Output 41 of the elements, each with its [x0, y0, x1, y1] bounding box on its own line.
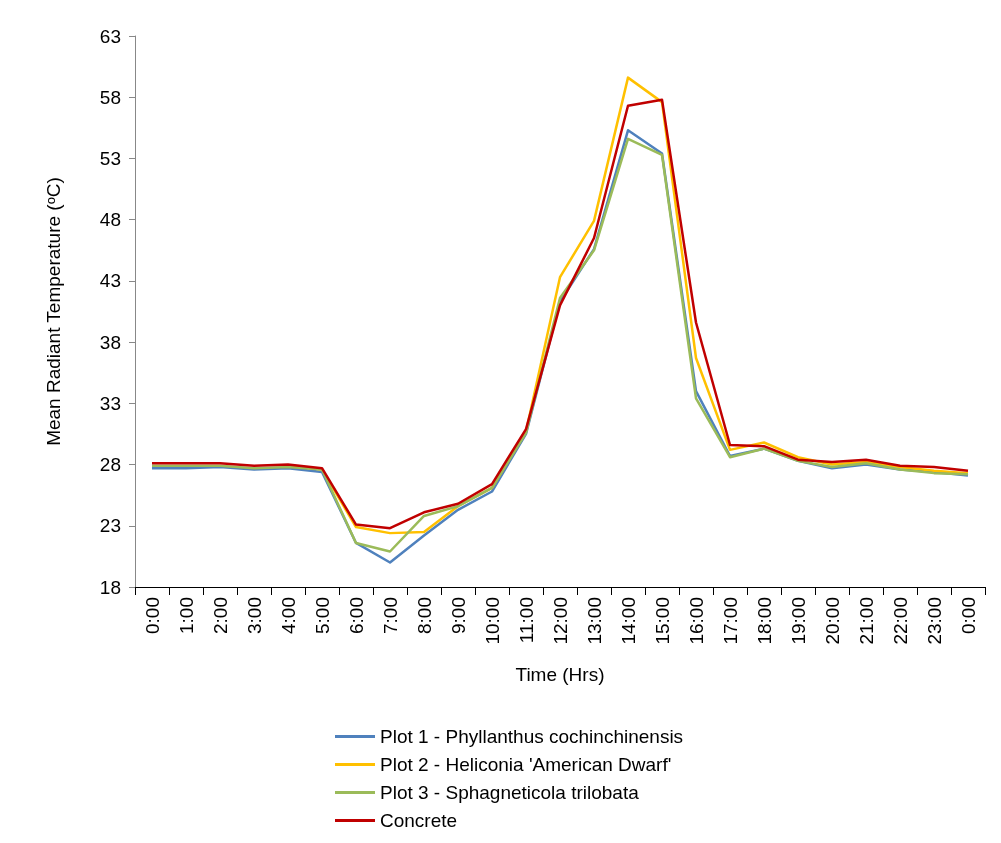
- x-tick-label: 21:00: [855, 597, 877, 645]
- x-tick-label: 0:00: [141, 597, 163, 634]
- x-tick-label: 11:00: [515, 597, 537, 644]
- y-tick-label: 23: [99, 515, 121, 537]
- y-tick-label: 63: [99, 25, 121, 47]
- x-tick-label: 16:00: [685, 597, 707, 645]
- x-tick-label: 19:00: [787, 597, 809, 645]
- y-tick-label: 48: [99, 209, 121, 231]
- y-tick-label: 43: [99, 270, 121, 292]
- legend-label: Concrete: [380, 810, 458, 831]
- x-tick-label: 3:00: [243, 597, 265, 634]
- y-tick-label: 33: [99, 392, 121, 414]
- y-tick-label: 28: [99, 454, 121, 476]
- x-tick-label: 15:00: [651, 597, 673, 645]
- x-tick-label: 8:00: [413, 597, 435, 634]
- x-axis-title: Time (Hrs): [515, 664, 605, 685]
- legend-label: Plot 1 - Phyllanthus cochinchinensis: [380, 726, 684, 747]
- x-tick-label: 13:00: [583, 597, 605, 645]
- x-tick-label: 23:00: [923, 597, 945, 645]
- x-tick-label: 10:00: [481, 597, 503, 645]
- y-tick-label: 38: [99, 331, 121, 353]
- x-tick-label: 14:00: [617, 597, 639, 645]
- x-tick-label: 0:00: [957, 597, 979, 634]
- y-tick-label: 58: [99, 86, 121, 108]
- x-tick-label: 20:00: [821, 597, 843, 645]
- x-tick-label: 18:00: [753, 597, 775, 645]
- x-tick-label: 4:00: [277, 597, 299, 634]
- x-tick-label: 12:00: [549, 597, 571, 645]
- x-tick-label: 22:00: [889, 597, 911, 645]
- x-tick-label: 6:00: [345, 597, 367, 634]
- legend-label: Plot 2 - Heliconia 'American Dwarf': [380, 754, 672, 775]
- x-tick-label: 5:00: [311, 597, 333, 634]
- x-tick-label: 17:00: [719, 597, 741, 645]
- y-tick-label: 18: [99, 576, 121, 598]
- x-tick-label: 7:00: [379, 597, 401, 634]
- x-tick-label: 1:00: [175, 597, 197, 634]
- x-tick-label: 9:00: [447, 597, 469, 634]
- x-tick-label: 2:00: [209, 597, 231, 634]
- y-tick-label: 53: [99, 147, 121, 169]
- legend-label: Plot 3 - Sphagneticola trilobata: [380, 782, 640, 803]
- y-axis-title: Mean Radiant Temperature (ᵒC): [43, 177, 64, 446]
